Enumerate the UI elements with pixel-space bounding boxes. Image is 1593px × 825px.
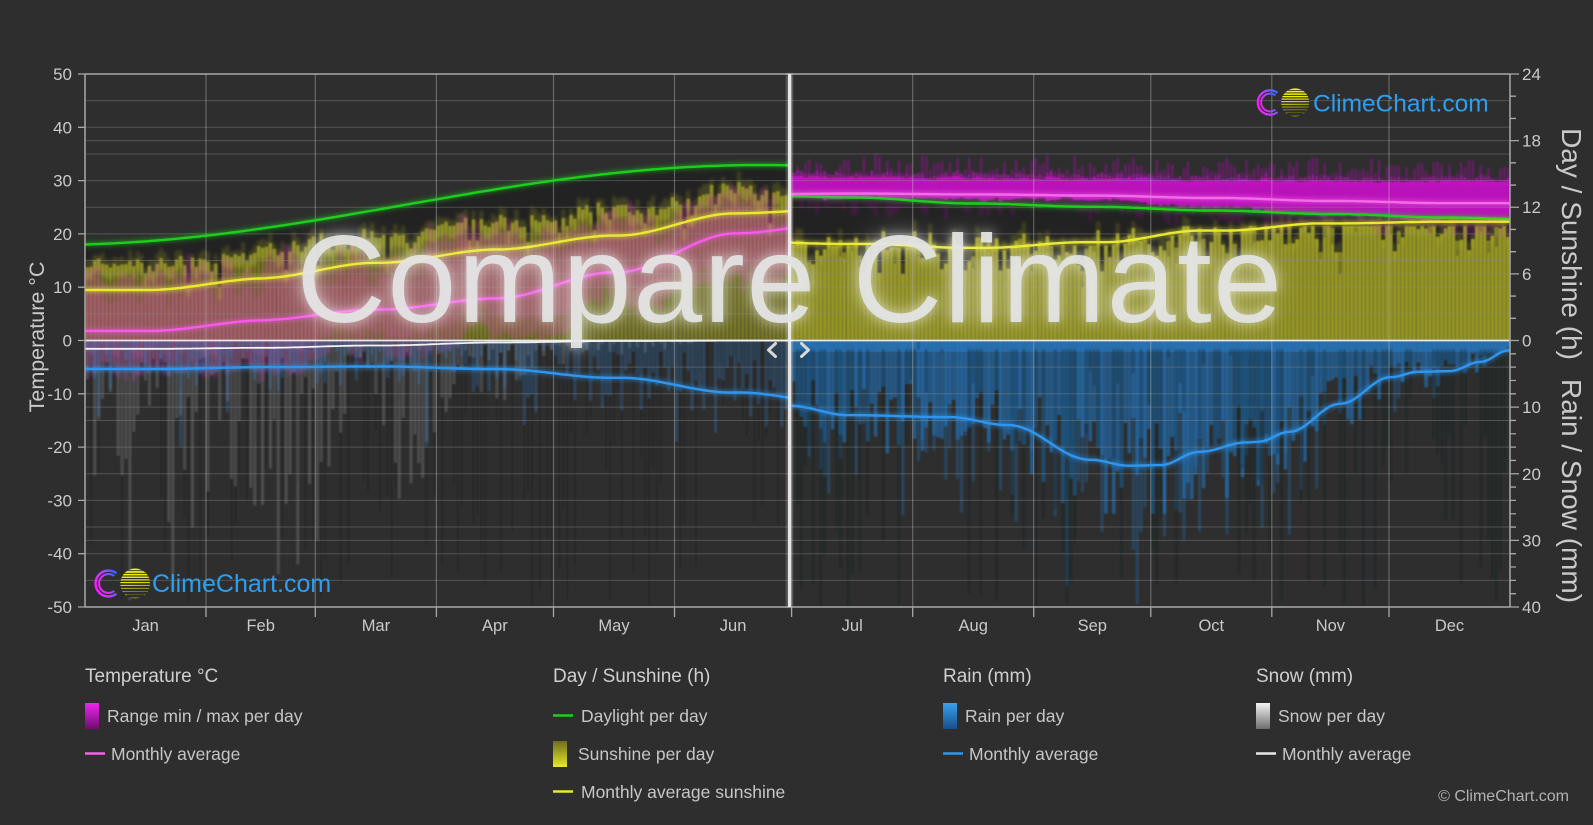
svg-text:Range min / max per day: Range min / max per day: [107, 706, 303, 726]
svg-text:Monthly average: Monthly average: [111, 744, 240, 764]
svg-text:24: 24: [1522, 65, 1541, 84]
svg-text:-40: -40: [47, 545, 72, 564]
svg-text:Monthly average: Monthly average: [1282, 744, 1411, 764]
svg-text:Daylight per day: Daylight per day: [581, 706, 708, 726]
svg-text:ClimeChart.com: ClimeChart.com: [152, 570, 331, 598]
svg-text:Apr: Apr: [482, 617, 508, 635]
svg-text:0: 0: [63, 332, 72, 351]
svg-text:Nov: Nov: [1316, 617, 1346, 635]
svg-text:Temperature °C: Temperature °C: [85, 666, 218, 687]
svg-text:Snow per day: Snow per day: [1278, 706, 1385, 726]
svg-text:Sunshine per day: Sunshine per day: [578, 744, 714, 764]
svg-text:Rain / Snow (mm): Rain / Snow (mm): [1556, 379, 1587, 603]
svg-text:-50: -50: [47, 598, 72, 617]
svg-text:Jan: Jan: [132, 617, 159, 635]
svg-text:Feb: Feb: [246, 617, 274, 635]
svg-text:© ClimeChart.com: © ClimeChart.com: [1438, 788, 1569, 805]
svg-text:Day / Sunshine (h): Day / Sunshine (h): [1556, 128, 1587, 360]
svg-text:Rain (mm): Rain (mm): [943, 666, 1032, 687]
svg-text:Temperature °C: Temperature °C: [25, 262, 49, 413]
svg-text:Compare Climate: Compare Climate: [296, 211, 1283, 349]
svg-text:0: 0: [1522, 332, 1531, 351]
svg-text:Day / Sunshine (h): Day / Sunshine (h): [553, 666, 710, 687]
svg-text:50: 50: [53, 65, 72, 84]
svg-text:6: 6: [1522, 265, 1531, 284]
svg-text:Jun: Jun: [720, 617, 747, 635]
svg-text:30: 30: [53, 172, 72, 191]
svg-text:40: 40: [53, 118, 72, 137]
svg-text:Compare Climate: Compare Climate: [296, 211, 1283, 349]
svg-text:12: 12: [1522, 198, 1541, 217]
svg-text:Mar: Mar: [362, 617, 391, 635]
svg-text:Rain per day: Rain per day: [965, 706, 1064, 726]
svg-text:Dec: Dec: [1435, 617, 1464, 635]
svg-text:20: 20: [53, 225, 72, 244]
svg-text:ClimeChart.com: ClimeChart.com: [1313, 91, 1489, 118]
svg-text:Jul: Jul: [842, 617, 863, 635]
svg-text:Aug: Aug: [959, 617, 988, 635]
svg-text:Monthly average sunshine: Monthly average sunshine: [581, 782, 785, 802]
svg-text:Sep: Sep: [1078, 617, 1107, 635]
svg-text:18: 18: [1522, 132, 1541, 151]
svg-text:10: 10: [1522, 398, 1541, 417]
svg-text:Snow (mm): Snow (mm): [1256, 666, 1353, 687]
svg-text:Compare Climate: Compare Climate: [296, 211, 1283, 349]
svg-text:30: 30: [1522, 531, 1541, 550]
svg-text:Monthly average: Monthly average: [969, 744, 1098, 764]
svg-text:-10: -10: [47, 385, 72, 404]
svg-text:May: May: [598, 617, 630, 635]
svg-text:Oct: Oct: [1198, 617, 1224, 635]
svg-text:10: 10: [53, 278, 72, 297]
svg-text:40: 40: [1522, 598, 1541, 617]
svg-text:-20: -20: [47, 438, 72, 457]
svg-text:-30: -30: [47, 491, 72, 510]
svg-text:20: 20: [1522, 465, 1541, 484]
